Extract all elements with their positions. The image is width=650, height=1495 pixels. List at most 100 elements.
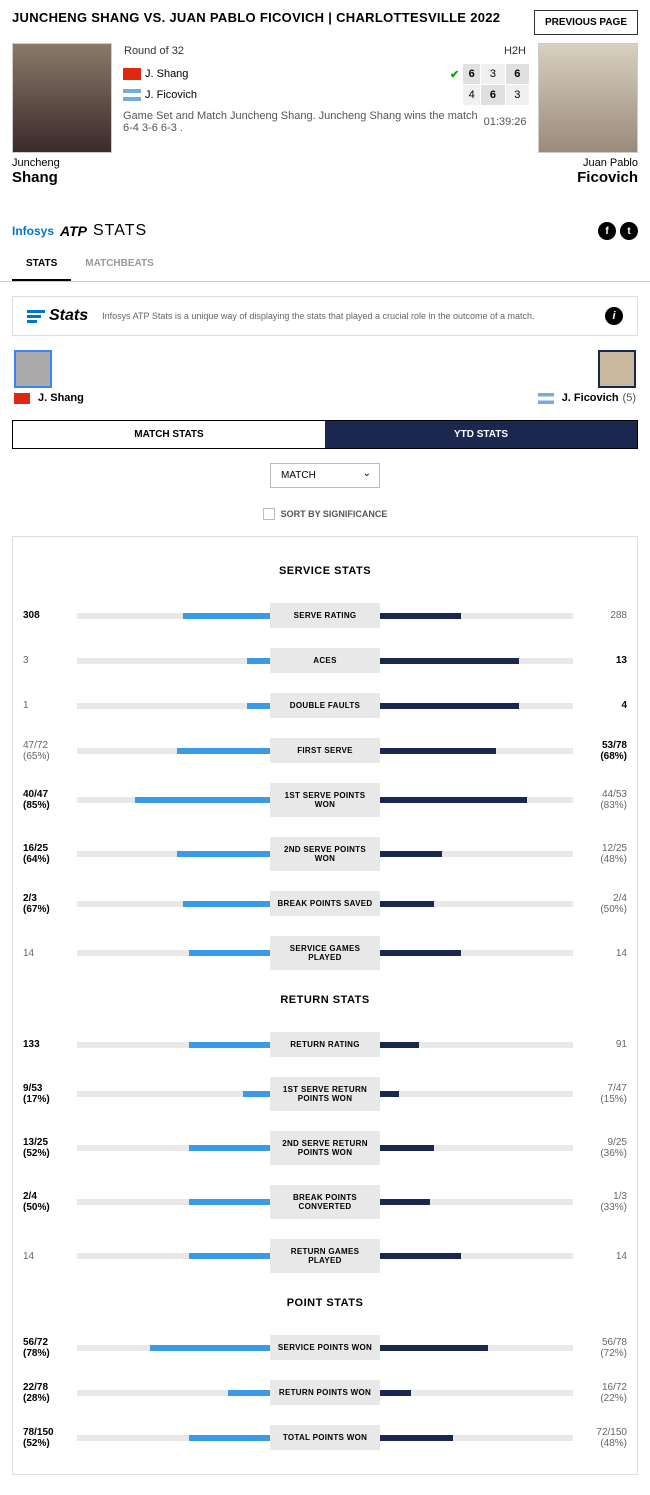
stat-bar-left [77, 1390, 270, 1396]
stat-label: DOUBLE FAULTS [270, 693, 380, 718]
twitter-icon[interactable]: t [620, 222, 638, 240]
stat-value-right: 16/72(22%) [579, 1382, 627, 1404]
stat-bar-left [77, 613, 270, 619]
stat-value-left: 2/3(67%) [23, 893, 71, 915]
stat-value-left: 40/47(85%) [23, 789, 71, 811]
match-dropdown[interactable]: MATCH [270, 463, 380, 488]
stat-bar-left [77, 1199, 270, 1205]
stat-bar-right [380, 851, 573, 857]
stats-label: STATS [93, 222, 147, 240]
stat-value-right: 53/78(68%) [579, 740, 627, 762]
stat-value-right: 44/53(83%) [579, 789, 627, 811]
stat-value-right: 288 [579, 610, 627, 621]
stat-row: 308SERVE RATING288 [23, 593, 627, 638]
tab-ytd-stats[interactable]: YTD STATS [325, 421, 637, 448]
stat-bar-right [380, 1253, 573, 1259]
stat-label: 2ND SERVE POINTS WON [270, 837, 380, 871]
stat-row: 56/72(78%)SERVICE POINTS WON56/78(72%) [23, 1325, 627, 1370]
stat-value-left: 47/72(65%) [23, 740, 71, 762]
sort-label: SORT BY SIGNIFICANCE [281, 509, 388, 519]
stat-value-left: 2/4(50%) [23, 1191, 71, 1213]
stat-bar-right [380, 1435, 573, 1441]
stats-panel: SERVICE STATS308SERVE RATING2883ACES131D… [12, 536, 638, 1475]
match-summary: Juncheng Shang Round of 32 H2H J. Shang … [0, 35, 650, 198]
banner-text: Infosys ATP Stats is a unique way of dis… [102, 311, 591, 321]
player1-photo[interactable] [12, 43, 112, 153]
p1-set1: 6 [463, 64, 481, 85]
stat-row: 40/47(85%)1ST SERVE POINTS WON44/53(83%) [23, 773, 627, 827]
stat-bar-left [77, 1091, 270, 1097]
stat-bar-right [380, 1345, 573, 1351]
stat-bar-left [77, 1345, 270, 1351]
stat-value-left: 22/78(28%) [23, 1382, 71, 1404]
mini-player2-photo[interactable] [598, 350, 636, 388]
stat-label: TOTAL POINTS WON [270, 1425, 380, 1450]
p2-set3: 3 [505, 85, 529, 106]
mini-flag-argentina-icon [538, 393, 554, 404]
stat-value-left: 308 [23, 610, 71, 621]
section-title: SERVICE STATS [23, 551, 627, 593]
player1-firstname: Juncheng [12, 157, 112, 169]
stat-row: 78/150(52%) TOTAL POINTS WON 72/150(48%) [23, 1415, 627, 1460]
h2h-link[interactable]: H2H [504, 45, 526, 57]
stat-bar-left [77, 748, 270, 754]
stat-value-right: 56/78(72%) [579, 1337, 627, 1359]
stat-value-left: 78/150(52%) [23, 1427, 71, 1449]
match-message: Game Set and Match Juncheng Shang. Junch… [120, 106, 481, 139]
stat-bar-right [380, 703, 573, 709]
facebook-icon[interactable]: f [598, 222, 616, 240]
stat-value-right: 1/3(33%) [579, 1191, 627, 1213]
stat-label: FIRST SERVE [270, 738, 380, 763]
p1-short-name: J. Shang [145, 68, 188, 80]
p1-set2: 3 [481, 64, 505, 85]
mini-p1-name: J. Shang [38, 392, 84, 404]
tab-stats[interactable]: STATS [12, 248, 71, 281]
stat-bar-left [77, 1435, 270, 1441]
stat-value-right: 14 [579, 1251, 627, 1262]
sort-checkbox-row[interactable]: SORT BY SIGNIFICANCE [263, 508, 388, 520]
stat-bar-right [380, 1390, 573, 1396]
section-title: RETURN STATS [23, 980, 627, 1022]
stat-value-left: 14 [23, 948, 71, 959]
stat-row: 13/25(52%)2ND SERVE RETURN POINTS WON9/2… [23, 1121, 627, 1175]
stat-value-left: 133 [23, 1039, 71, 1050]
page-title: JUNCHENG SHANG VS. JUAN PABLO FICOVICH |… [12, 10, 500, 25]
stat-bar-right [380, 1042, 573, 1048]
stat-bar-right [380, 613, 573, 619]
player1-lastname: Shang [12, 169, 112, 186]
player2-photo[interactable] [538, 43, 638, 153]
stat-bar-left [77, 1145, 270, 1151]
flag-argentina-icon [123, 89, 141, 101]
stat-bar-left [77, 797, 270, 803]
stat-bar-right [380, 950, 573, 956]
previous-page-button[interactable]: PREVIOUS PAGE [534, 10, 638, 35]
mini-player1-photo[interactable] [14, 350, 52, 388]
stat-label: BREAK POINTS SAVED [270, 891, 380, 916]
stat-bar-left [77, 950, 270, 956]
stat-value-right: 14 [579, 948, 627, 959]
stat-bar-left [77, 658, 270, 664]
mini-p2-name: J. Ficovich [562, 392, 619, 404]
stat-value-right: 72/150(48%) [579, 1427, 627, 1449]
stat-label: RETURN GAMES PLAYED [270, 1239, 380, 1273]
stat-row: 14 SERVICE GAMES PLAYED 14 [23, 926, 627, 980]
flag-china-icon [123, 68, 141, 80]
stat-bar-left [77, 703, 270, 709]
stat-bar-right [380, 1091, 573, 1097]
stat-value-left: 9/53(17%) [23, 1083, 71, 1105]
tab-matchbeats[interactable]: MATCHBEATS [71, 248, 168, 281]
sort-checkbox[interactable] [263, 508, 275, 520]
tab-match-stats[interactable]: MATCH STATS [13, 421, 325, 448]
info-icon[interactable]: i [605, 307, 623, 325]
stat-row: 14RETURN GAMES PLAYED14 [23, 1229, 627, 1283]
score-table: J. Shang ✔ 6 3 6 J. Ficovich 4 6 3 Game … [120, 63, 530, 138]
score-row-p2: J. Ficovich 4 6 3 [120, 85, 530, 106]
stat-bar-left [77, 851, 270, 857]
stat-value-right: 4 [579, 700, 627, 711]
stat-bar-left [77, 1253, 270, 1259]
stat-label: SERVICE GAMES PLAYED [270, 936, 380, 970]
p1-set3: 6 [505, 64, 529, 85]
stat-bar-right [380, 797, 573, 803]
banner-title: Stats [49, 307, 88, 325]
score-row-p1: J. Shang ✔ 6 3 6 [120, 64, 530, 85]
